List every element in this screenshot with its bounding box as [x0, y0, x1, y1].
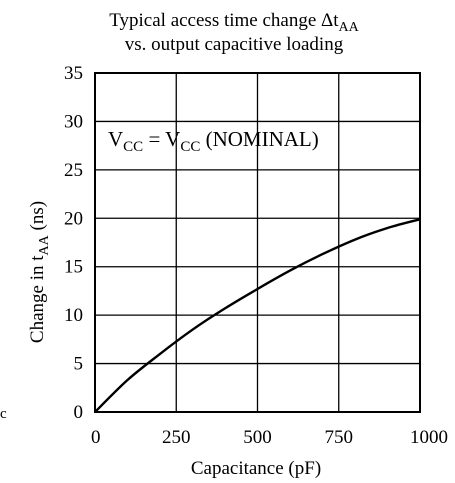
- series-line: [94, 218, 421, 413]
- annotation-vcc: VCC = VCC (NOMINAL): [108, 127, 319, 155]
- chart-title-line1: Typical access time change Δt: [109, 10, 339, 31]
- y-tick-label: 0: [74, 402, 84, 423]
- x-tick-label: 750: [325, 427, 354, 448]
- y-tick-label: 25: [64, 160, 83, 181]
- y-tick-label: 10: [64, 305, 83, 326]
- y-axis-label: Change in tAA (ns): [27, 201, 52, 343]
- y-tick-label: 20: [64, 208, 83, 229]
- svg-text:Typical access time change ΔtA: Typical access time change ΔtAA: [109, 10, 359, 35]
- plot-frame: [94, 72, 421, 413]
- y-tick-labels: 0 5 10 15 20 25 30 35: [64, 63, 83, 423]
- x-tick-label: 500: [243, 427, 272, 448]
- x-axis-label: Capacitance (pF): [191, 458, 321, 479]
- x-tick-label: 250: [162, 427, 191, 448]
- x-tick-label: 1000: [410, 427, 448, 448]
- stray-mark: c: [0, 406, 7, 422]
- y-tick-label: 5: [74, 354, 84, 375]
- chart-title: Typical access time change ΔtAA vs. outp…: [109, 10, 359, 55]
- y-tick-label: 35: [64, 63, 83, 84]
- y-tick-label: 30: [64, 111, 83, 132]
- y-tick-label: 15: [64, 257, 83, 278]
- x-tick-labels: 0 250 500 750 1000: [91, 427, 448, 448]
- chart-title-line2: vs. output capacitive loading: [125, 34, 344, 55]
- x-tick-label: 0: [91, 427, 101, 448]
- grid: [94, 72, 421, 413]
- chart-title-subscript: AA: [339, 20, 360, 35]
